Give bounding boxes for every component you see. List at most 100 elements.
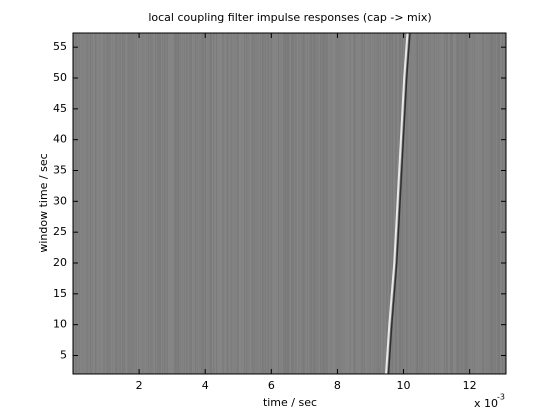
image-stripe xyxy=(171,33,172,374)
image-stripe xyxy=(491,33,492,374)
image-stripe xyxy=(361,33,362,374)
y-tick-label: 20 xyxy=(53,256,67,269)
image-stripe xyxy=(398,33,399,374)
image-stripe xyxy=(98,33,99,374)
image-stripe xyxy=(419,33,420,374)
image-stripe xyxy=(260,33,261,374)
image-stripe xyxy=(177,33,178,374)
image-stripe xyxy=(212,33,213,374)
image-stripe xyxy=(105,33,106,374)
image-stripe xyxy=(478,33,479,374)
image-stripe xyxy=(309,33,310,374)
image-stripe xyxy=(92,33,93,374)
image-stripe xyxy=(496,33,497,374)
image-stripe xyxy=(257,33,258,374)
image-stripe xyxy=(360,33,361,374)
image-stripe xyxy=(371,33,372,374)
image-stripe xyxy=(411,33,412,374)
image-stripe xyxy=(224,33,225,374)
image-stripe xyxy=(237,33,238,374)
image-stripe xyxy=(134,33,135,374)
image-stripe xyxy=(137,33,138,374)
image-stripe xyxy=(305,33,306,374)
x-tick-label: 4 xyxy=(202,379,209,392)
y-tick-label: 35 xyxy=(53,164,67,177)
image-stripe xyxy=(319,33,320,374)
image-stripe xyxy=(269,33,270,374)
image-stripe xyxy=(147,33,148,374)
image-stripe xyxy=(183,33,184,374)
image-stripe xyxy=(316,33,317,374)
image-stripe xyxy=(420,33,421,374)
image-stripe xyxy=(320,33,321,374)
image-stripe xyxy=(438,33,439,374)
image-stripe xyxy=(483,33,484,374)
image-stripe xyxy=(115,33,116,374)
image-stripe xyxy=(280,33,281,374)
image-stripe xyxy=(200,33,201,374)
image-stripe xyxy=(159,33,160,374)
image-stripe xyxy=(156,33,157,374)
image-stripe xyxy=(353,33,354,374)
image-stripe xyxy=(248,33,249,374)
image-stripe xyxy=(266,33,267,374)
image-stripe xyxy=(91,33,92,374)
image-stripe xyxy=(481,33,482,374)
image-stripe xyxy=(217,33,218,374)
image-stripe xyxy=(108,33,109,374)
image-stripe xyxy=(293,33,294,374)
image-stripe xyxy=(345,33,346,374)
image-stripe xyxy=(192,33,193,374)
image-stripe xyxy=(404,33,405,374)
image-stripe xyxy=(434,33,435,374)
image-stripe xyxy=(331,33,332,374)
image-stripe xyxy=(312,33,313,374)
image-stripe xyxy=(170,33,171,374)
image-stripe xyxy=(106,33,107,374)
image-stripe xyxy=(264,33,265,374)
image-stripe xyxy=(130,33,131,374)
image-stripe xyxy=(497,33,498,374)
image-stripe xyxy=(286,33,287,374)
image-stripe xyxy=(469,33,470,374)
image-stripe xyxy=(82,33,83,374)
image-stripe xyxy=(498,33,499,374)
image-stripe xyxy=(133,33,134,374)
image-stripe xyxy=(430,33,431,374)
image-stripe xyxy=(471,33,472,374)
image-stripe xyxy=(267,33,268,374)
image-stripe xyxy=(86,33,87,374)
image-stripe xyxy=(390,33,391,374)
image-stripe xyxy=(290,33,291,374)
image-stripe xyxy=(406,33,407,374)
image-stripe xyxy=(363,33,364,374)
image-stripe xyxy=(281,33,282,374)
image-stripe xyxy=(174,33,175,374)
image-stripe xyxy=(85,33,86,374)
image-stripe xyxy=(167,33,168,374)
image-stripe xyxy=(368,33,369,374)
image-stripe xyxy=(285,33,286,374)
image-stripe xyxy=(465,33,466,374)
image-stripe xyxy=(295,33,296,374)
image-stripe xyxy=(343,33,344,374)
image-stripe xyxy=(187,33,188,374)
y-tick-label: 55 xyxy=(53,40,67,53)
image-stripe xyxy=(256,33,257,374)
image-stripe xyxy=(245,33,246,374)
image-stripe xyxy=(297,33,298,374)
image-stripe xyxy=(232,33,233,374)
image-stripe xyxy=(132,33,133,374)
image-stripe xyxy=(271,33,272,374)
image-stripe xyxy=(149,33,150,374)
y-tick-label: 30 xyxy=(53,194,67,207)
image-stripe xyxy=(408,33,409,374)
image-stripe xyxy=(445,33,446,374)
image-stripe xyxy=(113,33,114,374)
y-tick-label: 5 xyxy=(60,349,67,362)
image-stripe xyxy=(76,33,77,374)
image-stripe xyxy=(78,33,79,374)
image-stripe xyxy=(352,33,353,374)
image-stripe xyxy=(449,33,450,374)
